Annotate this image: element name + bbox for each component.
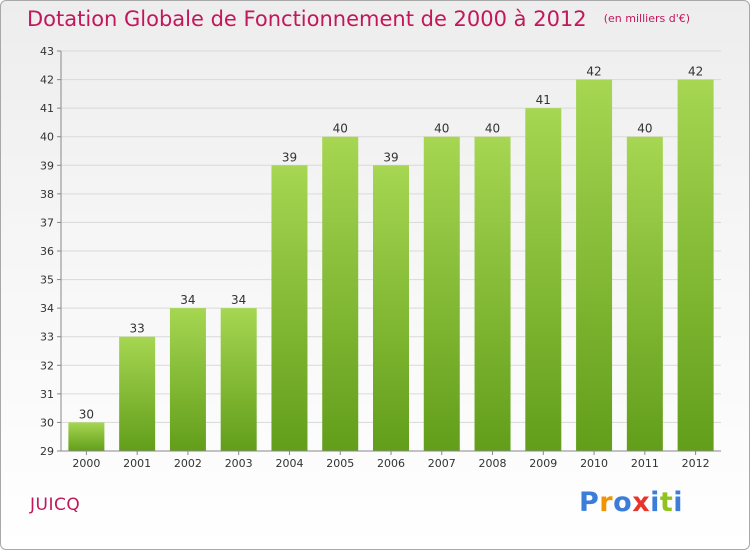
logo-letter: i — [673, 487, 684, 518]
data-label: 40 — [637, 122, 652, 136]
y-tick-label: 34 — [40, 302, 54, 315]
data-label: 34 — [180, 293, 195, 307]
bar — [169, 308, 206, 451]
bar — [220, 308, 257, 451]
bar — [525, 108, 562, 452]
labels-layer: 30 33 34 34 39 40 39 40 40 41 42 40 42 — [79, 65, 704, 422]
y-tick-label: 35 — [40, 274, 54, 287]
logo-letter: r — [599, 487, 614, 518]
y-tick-label: 41 — [40, 102, 54, 115]
logo-letter: o — [613, 487, 633, 518]
x-tick-label: 2009 — [529, 457, 557, 470]
chart-title: Dotation Globale de Fonctionnement de 20… — [27, 7, 587, 31]
bar — [373, 165, 409, 452]
y-tick-label: 38 — [40, 188, 54, 201]
data-label: 40 — [434, 122, 449, 136]
title-row: Dotation Globale de Fonctionnement de 20… — [27, 7, 690, 31]
bar — [626, 136, 663, 451]
x-tick-label: 2008 — [479, 457, 507, 470]
x-tick-label: 2005 — [326, 457, 354, 470]
proxiti-logo[interactable]: Proxiti — [579, 487, 683, 518]
bar — [576, 79, 613, 452]
axis-layer: 29 30 31 32 33 34 35 36 37 38 39 40 41 42 43 2000 2001 20… — [40, 45, 721, 470]
x-tick-label: 2011 — [631, 457, 659, 470]
data-label: 41 — [536, 93, 551, 107]
data-label: 34 — [231, 293, 246, 307]
y-tick-label: 32 — [40, 359, 54, 372]
logo-letter: i — [650, 487, 660, 518]
bars-layer — [68, 79, 714, 452]
data-label: 39 — [383, 150, 398, 164]
y-tick-label: 29 — [40, 445, 54, 458]
x-tick-label: 2004 — [275, 457, 303, 470]
bar — [68, 422, 105, 451]
y-tick-label: 31 — [40, 388, 54, 401]
chart-subtitle: (en milliers d'€) — [603, 12, 691, 25]
y-tick-label: 42 — [40, 74, 54, 87]
bar — [322, 136, 359, 451]
y-tick-label: 37 — [40, 216, 54, 229]
x-tick-label: 2012 — [682, 457, 710, 470]
data-label: 42 — [586, 65, 601, 79]
y-tick-label: 30 — [40, 416, 54, 429]
bar — [474, 136, 511, 451]
y-tick-label: 43 — [40, 45, 54, 58]
x-tick-label: 2006 — [377, 457, 405, 470]
x-tick-label: 2000 — [72, 457, 100, 470]
y-tick-label: 39 — [40, 159, 54, 172]
data-label: 30 — [79, 407, 94, 421]
bar — [271, 165, 308, 452]
data-label: 39 — [282, 150, 297, 164]
data-label: 40 — [333, 122, 348, 136]
data-label: 42 — [688, 65, 703, 79]
logo-letter: t — [659, 487, 674, 518]
x-tick-label: 2003 — [225, 457, 253, 470]
bar — [119, 336, 156, 451]
bar — [677, 79, 714, 452]
x-tick-label: 2001 — [123, 457, 151, 470]
y-tick-label: 33 — [40, 331, 54, 344]
x-tick-label: 2010 — [580, 457, 608, 470]
x-tick-label: 2007 — [428, 457, 456, 470]
logo-letter: P — [579, 487, 600, 518]
commune-name: JUICQ — [30, 495, 81, 515]
data-label: 33 — [130, 322, 145, 336]
x-tick-label: 2002 — [174, 457, 202, 470]
bar — [423, 136, 460, 451]
y-tick-label: 36 — [40, 245, 54, 258]
logo-letter: x — [632, 487, 651, 518]
y-tick-label: 40 — [40, 131, 54, 144]
data-label: 40 — [485, 122, 500, 136]
